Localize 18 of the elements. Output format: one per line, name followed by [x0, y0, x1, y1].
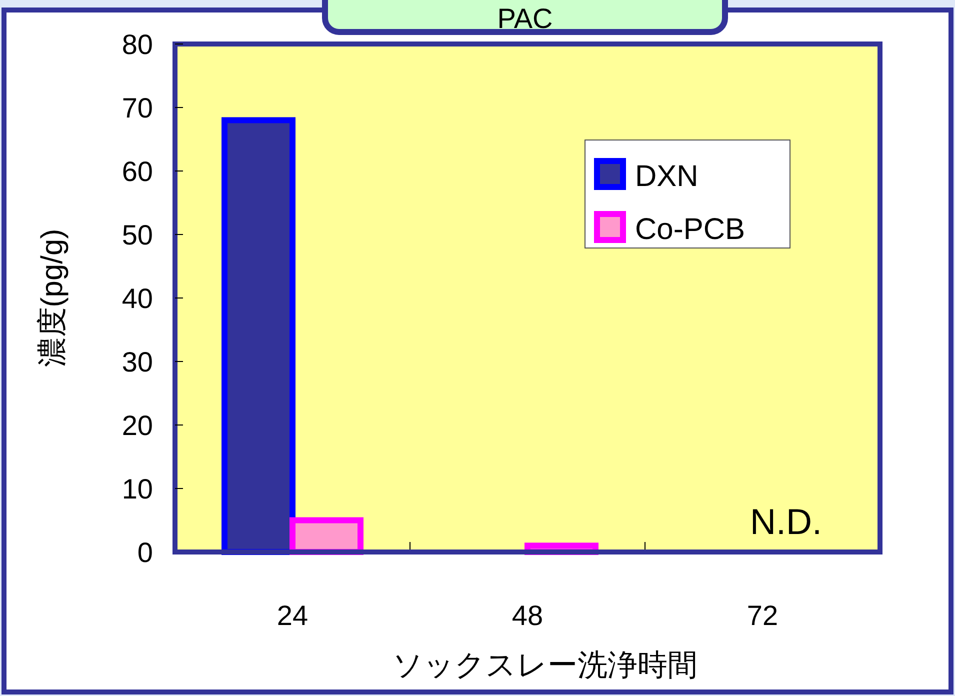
y-tick-label: 60: [122, 156, 153, 187]
y-axis-title: 濃度(pg/g): [36, 228, 69, 368]
annotation: N.D.: [750, 501, 822, 542]
legend-label: DXN: [635, 160, 698, 193]
y-tick-label: 10: [122, 474, 153, 504]
x-tick-label: 24: [276, 600, 308, 631]
y-tick-label: 40: [122, 283, 153, 314]
x-tick-label: 72: [746, 600, 778, 631]
chart-title: PAC: [497, 3, 553, 34]
x-tick-label: 48: [512, 600, 544, 631]
y-tick-label: 50: [122, 220, 153, 250]
legend-label: Co-PCB: [635, 213, 746, 246]
y-tick-label: 30: [122, 346, 153, 378]
y-tick-label: 80: [122, 29, 153, 60]
y-tick-label: 0: [137, 537, 153, 568]
x-axis-title: ソックスレー洗浄時間: [392, 649, 698, 682]
y-tick-label: 70: [122, 92, 153, 124]
y-tick-label: 20: [122, 410, 153, 441]
